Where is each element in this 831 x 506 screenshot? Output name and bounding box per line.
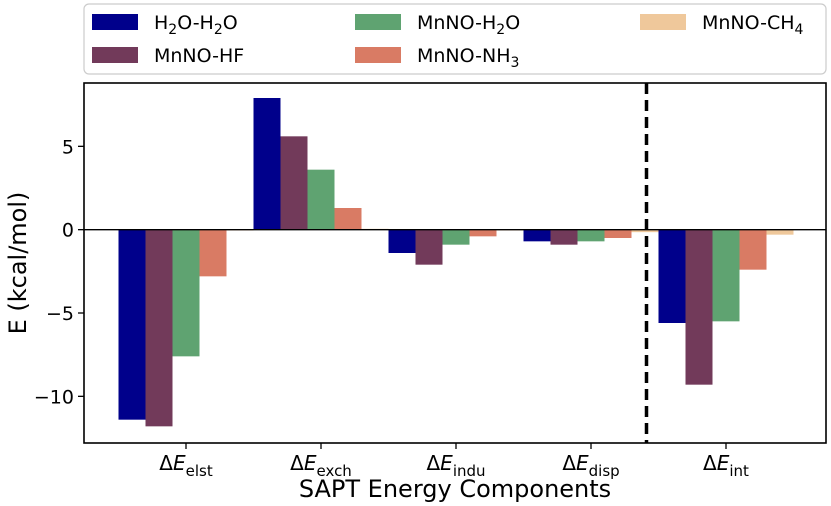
x-tick-label-exch: ΔEexch [290, 451, 352, 480]
axes-frame [83, 82, 827, 444]
bar-mnno-hf-indu [415, 229, 443, 265]
bar-h2o-h2o-disp [523, 229, 551, 242]
bar-mnno-nh3-elst [199, 229, 227, 277]
x-tick-label-elst: ΔEelst [159, 451, 213, 480]
bar-mnno-h2o-indu [442, 229, 470, 245]
bar-mnno-h2o-exch [307, 169, 335, 230]
x-tick-label-int: ΔEint [703, 451, 749, 480]
bar-h2o-h2o-indu [388, 229, 416, 253]
legend-label-mnno-h2o: MnNO-H2O [417, 12, 520, 38]
y-tick-label: 5 [62, 136, 74, 158]
legend-label-mnno-hf: MnNO-HF [154, 45, 244, 67]
bar-mnno-nh3-int [739, 229, 767, 270]
bar-mnno-h2o-elst [172, 229, 200, 357]
legend-swatch-mnno-ch4 [640, 14, 686, 30]
bar-mnno-hf-exch [280, 136, 308, 230]
legend-label-mnno-ch4: MnNO-CH4 [702, 12, 804, 38]
legend-swatch-h2o-h2o [92, 14, 138, 30]
legend: H2O-H2O MnNO-HF MnNO-H2O MnNO-NH3 MnNO-CH4 [83, 3, 827, 75]
bar-mnno-hf-int [685, 229, 713, 385]
legend-swatch-mnno-nh3 [355, 47, 401, 63]
bar-mnno-nh3-exch [334, 208, 362, 230]
y-tick-label: 0 [62, 220, 74, 242]
legend-swatch-mnno-h2o [355, 14, 401, 30]
x-tick-label-disp: ΔEdisp [562, 451, 619, 480]
y-tick-label: −5 [46, 303, 74, 325]
y-axis-title: E (kcal/mol) [4, 192, 32, 335]
x-axis-title: SAPT Energy Components [299, 475, 611, 503]
bar-mnno-nh3-disp [604, 229, 632, 238]
legend-swatch-mnno-hf [92, 47, 138, 63]
legend-label-h2o-h2o: H2O-H2O [154, 12, 238, 38]
bar-mnno-ch4-int [766, 229, 794, 235]
bar-mnno-hf-disp [550, 229, 578, 245]
x-tick-label-indu: ΔEindu [426, 451, 485, 480]
bar-h2o-h2o-int [658, 229, 686, 323]
bar-mnno-nh3-indu [469, 229, 497, 237]
bar-h2o-h2o-exch [253, 98, 281, 230]
legend-label-mnno-nh3: MnNO-NH3 [417, 45, 519, 71]
bar-mnno-h2o-disp [577, 229, 605, 242]
bar-mnno-h2o-int [712, 229, 740, 322]
plot-area: −10 −5 0 5 ΔEelst ΔEexch ΔEindu ΔEdisp ΔEint [34, 82, 827, 480]
bar-mnno-ch4-disp [631, 229, 659, 233]
y-tick-label: −10 [34, 386, 74, 408]
bar-h2o-h2o-elst [118, 229, 146, 420]
bar-mnno-hf-elst [145, 229, 173, 427]
